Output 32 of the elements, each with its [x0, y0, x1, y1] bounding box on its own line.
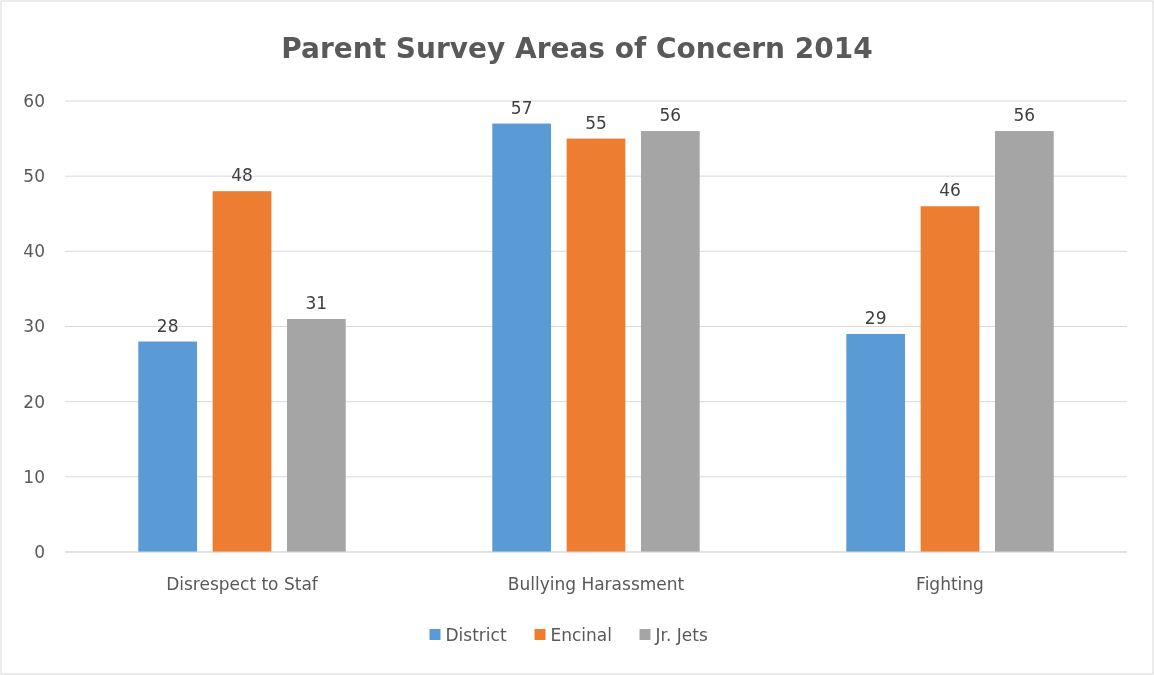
data-label: 55 — [585, 112, 607, 133]
x-tick-label: Fighting — [916, 574, 984, 594]
chart-title: Parent Survey Areas of Concern 2014 — [281, 32, 873, 65]
data-label: 28 — [156, 315, 179, 336]
bar — [994, 131, 1054, 552]
bar — [846, 334, 906, 552]
bar — [566, 138, 626, 552]
bar — [138, 341, 198, 552]
bar — [640, 131, 700, 552]
x-tick-label: Disrespect to Staf — [166, 574, 319, 594]
y-tick-label: 30 — [23, 316, 45, 337]
bar — [920, 206, 980, 552]
y-tick-label: 60 — [23, 90, 45, 111]
data-label: 29 — [864, 308, 887, 329]
data-label: 46 — [939, 180, 961, 201]
y-tick-label: 50 — [23, 166, 45, 187]
bar — [286, 318, 346, 552]
y-tick-label: 40 — [23, 241, 45, 262]
bar — [492, 123, 552, 552]
data-label: 31 — [305, 292, 328, 313]
legend-label: District — [445, 624, 507, 645]
data-label: 56 — [1013, 105, 1036, 126]
y-tick-label: 20 — [23, 391, 45, 412]
data-label: 56 — [659, 105, 682, 126]
legend-label: Encinal — [550, 624, 613, 645]
y-tick-label: 10 — [23, 466, 45, 487]
legend-label: Jr. Jets — [654, 624, 708, 645]
bar — [212, 191, 272, 552]
data-label: 57 — [510, 97, 533, 118]
data-label: 48 — [231, 165, 253, 186]
x-tick-label: Bullying Harassment — [507, 574, 685, 594]
y-tick-label: 0 — [34, 541, 45, 562]
